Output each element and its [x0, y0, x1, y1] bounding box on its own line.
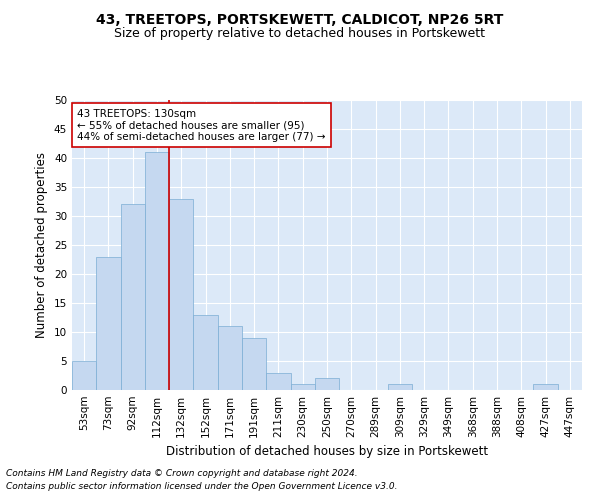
Bar	[388, 384, 412, 390]
Bar	[242, 338, 266, 390]
Bar	[121, 204, 145, 390]
Text: 43 TREETOPS: 130sqm
← 55% of detached houses are smaller (95)
44% of semi-detach: 43 TREETOPS: 130sqm ← 55% of detached ho…	[77, 108, 326, 142]
Text: Size of property relative to detached houses in Portskewett: Size of property relative to detached ho…	[115, 28, 485, 40]
Y-axis label: Number of detached properties: Number of detached properties	[35, 152, 49, 338]
Bar	[315, 378, 339, 390]
Bar	[72, 361, 96, 390]
Text: Contains HM Land Registry data © Crown copyright and database right 2024.: Contains HM Land Registry data © Crown c…	[6, 468, 358, 477]
Bar	[266, 372, 290, 390]
Bar	[96, 256, 121, 390]
Text: 43, TREETOPS, PORTSKEWETT, CALDICOT, NP26 5RT: 43, TREETOPS, PORTSKEWETT, CALDICOT, NP2…	[97, 12, 503, 26]
Bar	[145, 152, 169, 390]
Bar	[290, 384, 315, 390]
Bar	[218, 326, 242, 390]
X-axis label: Distribution of detached houses by size in Portskewett: Distribution of detached houses by size …	[166, 446, 488, 458]
Bar	[193, 314, 218, 390]
Bar	[533, 384, 558, 390]
Text: Contains public sector information licensed under the Open Government Licence v3: Contains public sector information licen…	[6, 482, 398, 491]
Bar	[169, 198, 193, 390]
